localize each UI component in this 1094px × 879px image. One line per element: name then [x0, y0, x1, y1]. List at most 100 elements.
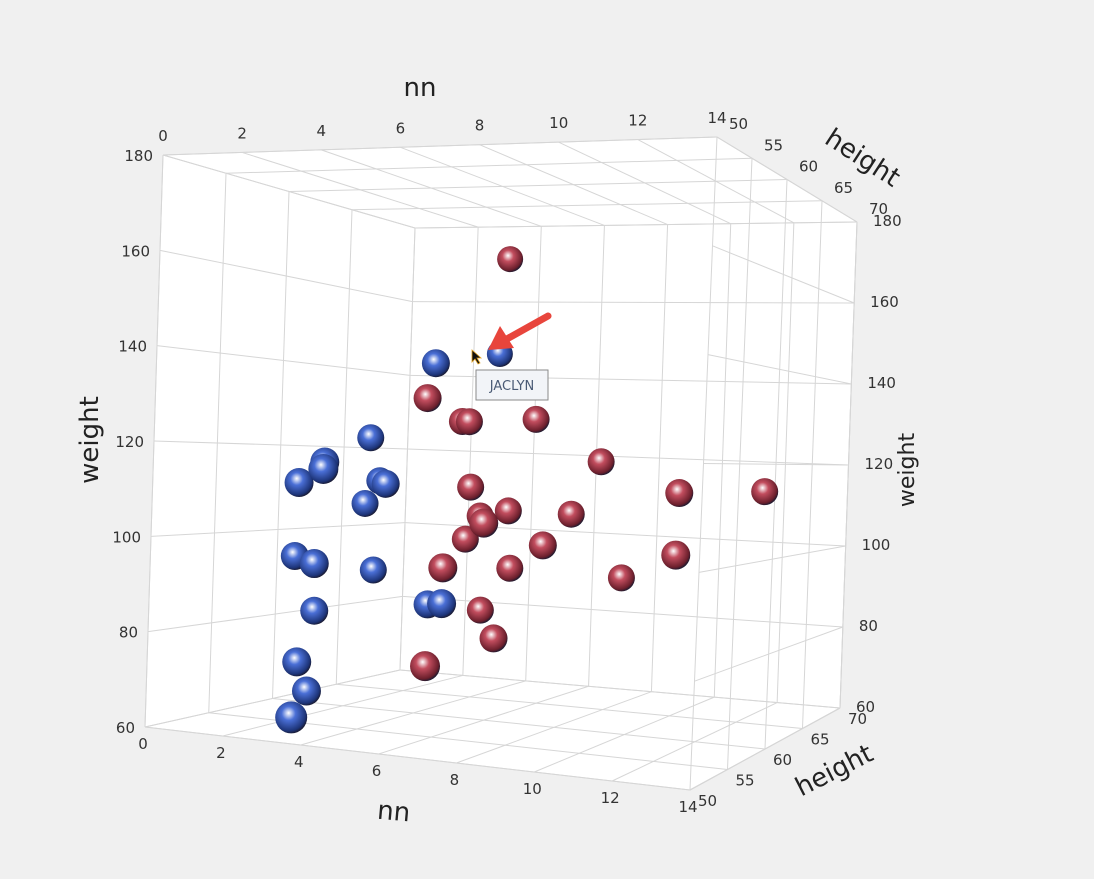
- x-axis-title-top: nn: [404, 73, 437, 103]
- y-tick-label-left: 180: [124, 147, 153, 165]
- data-point-red[interactable]: [557, 500, 585, 528]
- x-tick-label-bottom: 4: [294, 753, 304, 771]
- x-tick-label-top: 14: [707, 109, 726, 127]
- x-tick-label-top: 10: [549, 114, 568, 132]
- axis-line: [689, 707, 841, 791]
- x-tick-label-bottom: 0: [138, 735, 148, 753]
- y-tick-label-right: 160: [870, 293, 899, 311]
- data-points[interactable]: [275, 246, 779, 734]
- data-point-red[interactable]: [428, 553, 458, 583]
- data-point-red[interactable]: [751, 478, 779, 506]
- data-point-blue[interactable]: [421, 349, 450, 378]
- y-tick-label-left: 140: [118, 338, 147, 356]
- y-axis-title-left: weight: [75, 396, 105, 484]
- data-point-blue[interactable]: [299, 549, 329, 579]
- axis-line: [839, 221, 858, 709]
- x-axis-title-bottom: nn: [376, 796, 411, 829]
- data-point-red[interactable]: [497, 246, 524, 273]
- data-point-red[interactable]: [661, 540, 691, 570]
- z-axis-title-bottom: height: [791, 739, 878, 803]
- y-tick-label-left: 100: [112, 528, 141, 546]
- data-point-blue[interactable]: [359, 556, 387, 584]
- y-tick-label-right: 60: [856, 698, 875, 716]
- tooltip: JACLYN: [475, 369, 549, 401]
- data-point-blue[interactable]: [371, 469, 400, 498]
- data-point-blue[interactable]: [291, 676, 321, 706]
- z-tick-label-top: 70: [869, 200, 888, 218]
- grid-line: [764, 179, 788, 750]
- data-point-red[interactable]: [665, 479, 694, 508]
- axis-line: [144, 154, 164, 728]
- grid-line: [272, 698, 766, 750]
- data-point-blue[interactable]: [357, 424, 385, 452]
- grid-line: [336, 683, 803, 729]
- z-tick-label-bottom: 65: [811, 731, 830, 749]
- grid-line: [208, 173, 227, 713]
- y-tick-label-left: 80: [119, 624, 138, 642]
- cube-frame: [144, 136, 858, 791]
- plot-area: [145, 137, 857, 790]
- x-tick-label-top: 6: [396, 119, 406, 137]
- z-tick-label-bottom: 60: [773, 751, 792, 769]
- grid-line: [288, 179, 788, 192]
- z-tick-label-bottom: 70: [848, 710, 867, 728]
- y-tick-label-right: 100: [862, 536, 891, 554]
- x-tick-label-top: 8: [475, 117, 485, 135]
- grid-line: [727, 158, 753, 770]
- data-point-blue[interactable]: [284, 468, 314, 498]
- z-tick-label-top: 65: [834, 179, 853, 197]
- data-point-red[interactable]: [522, 405, 550, 433]
- z-tick-label-bottom: 55: [736, 772, 755, 790]
- x-tick-label-bottom: 12: [601, 789, 620, 807]
- data-point-red[interactable]: [494, 497, 522, 525]
- data-point-red[interactable]: [457, 473, 485, 501]
- grid-line: [272, 191, 290, 699]
- data-point-blue[interactable]: [300, 596, 329, 625]
- x-tick-label-bottom: 8: [450, 771, 460, 789]
- data-point-red[interactable]: [479, 624, 508, 653]
- data-point-blue[interactable]: [351, 489, 379, 517]
- axis-line: [162, 136, 718, 156]
- grid-line: [335, 209, 353, 685]
- y-tick-label-right: 180: [873, 212, 902, 230]
- x-tick-label-bottom: 14: [678, 798, 697, 816]
- data-point-blue[interactable]: [275, 701, 308, 734]
- z-tick-label-top: 55: [764, 136, 783, 154]
- data-point-red[interactable]: [413, 384, 442, 413]
- axis-line: [716, 136, 858, 223]
- y-tick-label-right: 120: [865, 455, 894, 473]
- grid-line: [412, 301, 855, 304]
- data-point-red[interactable]: [469, 508, 499, 538]
- grid-line: [225, 157, 753, 174]
- x-tick-label-bottom: 2: [216, 744, 226, 762]
- grid-line: [414, 221, 858, 229]
- data-point-red[interactable]: [455, 408, 483, 436]
- z-tick-label-bottom: 50: [698, 792, 717, 810]
- grid-line: [802, 200, 823, 729]
- grid-line: [689, 136, 718, 791]
- data-point-red[interactable]: [587, 448, 615, 476]
- x-tick-label-bottom: 6: [372, 762, 382, 780]
- axis-line: [144, 726, 691, 791]
- grid-line: [399, 227, 416, 671]
- y-tick-label-right: 140: [867, 374, 896, 392]
- grid-line: [407, 448, 849, 466]
- y-tick-label-left: 60: [116, 719, 135, 737]
- x-tick-label-top: 4: [317, 122, 327, 140]
- data-point-red[interactable]: [607, 564, 635, 592]
- data-point-red[interactable]: [496, 554, 524, 582]
- data-point-blue[interactable]: [282, 647, 312, 677]
- data-point-red[interactable]: [466, 596, 494, 624]
- data-point-red[interactable]: [528, 531, 557, 560]
- z-axis-title-top: height: [819, 123, 905, 193]
- data-point-red[interactable]: [410, 651, 441, 682]
- x-tick-label-bottom: 10: [523, 780, 542, 798]
- y-tick-label-left: 120: [115, 433, 144, 451]
- data-point-blue[interactable]: [427, 589, 457, 619]
- x-tick-label-top: 2: [237, 124, 247, 142]
- grid-line: [351, 200, 823, 211]
- annotation-arrow: [488, 312, 552, 350]
- data-point-blue[interactable]: [308, 453, 339, 484]
- data-point-red[interactable]: [451, 525, 479, 553]
